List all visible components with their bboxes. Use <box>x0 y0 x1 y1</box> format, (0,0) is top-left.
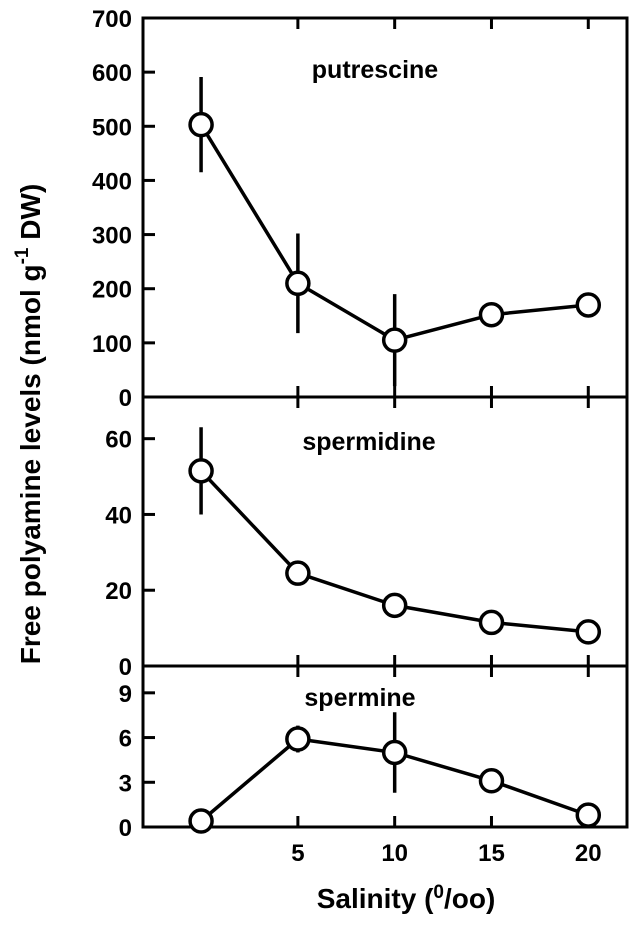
panel-title-spermine: spermine <box>304 684 415 712</box>
x-tick-label: 10 <box>381 840 408 867</box>
data-point-putrescine <box>575 292 602 318</box>
x-tick-label: 5 <box>291 840 304 867</box>
panel-frame-spermine <box>141 664 629 829</box>
data-point-putrescine <box>188 111 214 138</box>
y-tick-label: 40 <box>105 502 132 529</box>
y-tick-label: 300 <box>92 223 132 250</box>
y-tick-label: 400 <box>92 168 132 195</box>
data-point-spermine <box>381 739 408 766</box>
data-point-putrescine <box>381 327 408 353</box>
y-tick-label: 0 <box>119 385 132 412</box>
data-point-putrescine <box>478 301 505 328</box>
x-axis-title: Salinity (0/oo) <box>317 882 496 914</box>
y-tick-label: 200 <box>92 277 132 304</box>
x-axis-superscript: 0 <box>433 882 444 903</box>
y-tick-label: 0 <box>119 815 132 842</box>
data-point-spermidine <box>381 592 408 619</box>
y-tick-label: 100 <box>92 331 132 358</box>
y-tick-label: 3 <box>119 770 132 797</box>
data-point-spermine <box>188 808 214 834</box>
y-tick-label: 500 <box>92 114 132 141</box>
panel-title-putrescine: putrescine <box>312 56 439 84</box>
y-tick-label: 6 <box>119 726 132 753</box>
y-axis-superscript: -1 <box>12 247 33 264</box>
y-tick-label: 9 <box>119 681 132 708</box>
x-tick-label: 20 <box>575 840 602 867</box>
y-tick-label: 20 <box>105 578 132 605</box>
data-point-spermidine <box>188 458 214 484</box>
data-point-spermine <box>478 768 505 794</box>
x-tick-label: 15 <box>478 840 505 867</box>
panel-title-spermidine: spermidine <box>302 428 435 456</box>
data-point-spermidine <box>478 609 505 636</box>
y-tick-label: 700 <box>92 6 132 33</box>
y-tick-label: 0 <box>119 654 132 681</box>
data-point-spermine <box>285 726 311 752</box>
y-tick-label: 60 <box>105 427 132 454</box>
y-axis-title: Free polyamine levels (nmol g-1 DW) <box>12 184 46 665</box>
data-point-spermidine <box>575 619 602 645</box>
data-point-putrescine <box>285 270 311 297</box>
y-tick-label: 600 <box>92 60 132 87</box>
data-point-spermidine <box>285 560 311 586</box>
data-point-spermine <box>575 802 602 828</box>
